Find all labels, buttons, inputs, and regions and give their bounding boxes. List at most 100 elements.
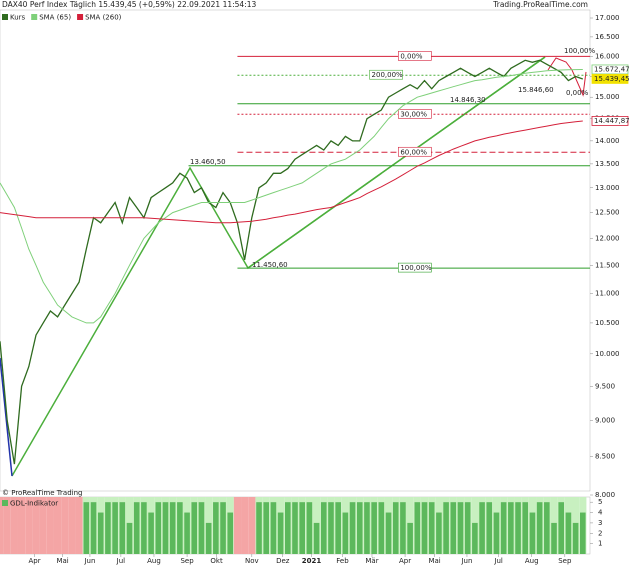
x-tick-label: Jul — [493, 557, 503, 565]
indicator-bar — [385, 512, 392, 554]
x-tick-label: Aug — [525, 557, 539, 565]
x-tick-label: Sep — [558, 557, 572, 565]
indicator-bar — [191, 502, 198, 554]
level-label-box — [398, 146, 432, 157]
y-tick-label: 16.500 — [595, 33, 620, 41]
signal-zone — [46, 497, 54, 554]
indicator-bar — [515, 502, 521, 554]
chart-title: DAX40 Perf Index Täglich 15.439,45 (+0,5… — [2, 0, 256, 9]
y-tick-label: 11.000 — [595, 289, 620, 297]
indicator-bar — [572, 522, 579, 554]
y-tick-label: 10.000 — [595, 350, 620, 358]
indicator-bar — [148, 512, 154, 554]
indicator-bar — [414, 502, 421, 554]
indicator-bar — [457, 502, 464, 554]
series-line — [0, 59, 584, 465]
level-label-box — [398, 109, 432, 119]
annotation: 0,00% — [566, 89, 589, 97]
signal-zone — [0, 497, 4, 554]
indicator-bar — [112, 502, 118, 554]
indicator-bar — [162, 502, 169, 554]
indicator-bar — [378, 502, 385, 554]
legend-swatch — [2, 14, 8, 20]
legend-label: Kurs — [10, 14, 26, 22]
annotation: 14.846,30 — [450, 96, 486, 104]
indicator-bar — [177, 502, 183, 554]
indicator-bar — [155, 502, 162, 554]
signal-zone — [75, 497, 83, 554]
y-tick-label: 12.500 — [595, 209, 620, 217]
indicator-bar — [565, 512, 572, 554]
annotation: 15.846,60 — [518, 86, 554, 94]
level-label: 0,00% — [400, 52, 423, 60]
indicator-bar — [126, 522, 133, 554]
y-tick-label: 16.000 — [595, 52, 620, 60]
indicator-bar — [349, 502, 356, 554]
series-line — [0, 120, 583, 224]
last-value-box — [591, 116, 629, 126]
series-line — [0, 69, 583, 324]
trendline — [247, 56, 546, 269]
annotation: 11.450,60 — [252, 261, 288, 269]
indicator-tick-label: 2 — [598, 529, 602, 537]
indicator-bar — [227, 512, 234, 554]
indicator-bar — [522, 502, 529, 554]
x-tick-label: Aug — [147, 557, 161, 565]
indicator-tick-label: 5 — [598, 498, 602, 506]
indicator-bar — [558, 502, 565, 554]
signal-zone — [10, 497, 18, 554]
level-label: 100,00% — [400, 264, 431, 272]
legend-swatch — [77, 14, 84, 20]
plot-frame — [0, 9, 591, 492]
x-tick-label: Mär — [365, 557, 378, 565]
last-value-label: 15.439,45 — [594, 75, 629, 83]
indicator-bar — [551, 522, 557, 554]
x-tick-label: 2021 — [302, 557, 322, 565]
indicator-bar — [342, 512, 349, 554]
indicator-bar — [464, 502, 471, 554]
indicator-bar — [313, 522, 320, 554]
x-tick-label: Jun — [83, 557, 95, 565]
indicator-bar — [133, 502, 140, 554]
indicator-bar — [500, 502, 507, 554]
x-tick-label: Mai — [56, 557, 68, 565]
indicator-bar — [299, 502, 305, 554]
y-tick-label: 12.000 — [595, 234, 620, 242]
indicator-bar — [328, 502, 334, 554]
y-tick-label: 10.500 — [595, 319, 620, 327]
y-tick-label: 8.500 — [595, 453, 615, 461]
indicator-bar — [493, 512, 500, 554]
indicator-bar — [198, 502, 205, 554]
indicator-bar — [472, 522, 478, 554]
source: Trading.ProRealTime.com — [492, 0, 588, 9]
indicator-bar — [306, 502, 313, 554]
indicator-name: GDL-Indikator — [10, 500, 58, 508]
signal-zone — [3, 497, 11, 554]
x-tick-label: Okt — [210, 557, 223, 565]
indicator-bar — [213, 502, 219, 554]
level-label: 60,00% — [400, 148, 427, 156]
level-label: 30,00% — [400, 110, 427, 118]
indicator-bar — [169, 502, 176, 554]
indicator-bar — [335, 502, 341, 554]
x-tick-label: Apr — [28, 557, 40, 565]
y-tick-label: 17.000 — [595, 14, 620, 22]
y-tick-label: 11.500 — [595, 261, 620, 269]
x-tick-label: Jun — [460, 557, 472, 565]
x-tick-label: Mai — [428, 557, 440, 565]
indicator-bar — [479, 502, 485, 554]
indicator-bar — [277, 512, 284, 554]
copyright: © ProRealTime Trading — [2, 489, 82, 497]
y-tick-label: 15.000 — [595, 93, 620, 101]
indicator-tick-label: 3 — [598, 519, 602, 527]
indicator-bar — [580, 512, 586, 554]
last-value-box — [591, 74, 629, 84]
indicator-bar — [443, 502, 449, 554]
legend-label: SMA (65) — [39, 14, 71, 22]
indicator-bar — [421, 502, 428, 554]
indicator-bar — [97, 512, 104, 554]
signal-zone — [68, 497, 76, 554]
level-label-box — [398, 262, 432, 273]
signal-zone — [241, 497, 249, 554]
level-label-box — [369, 69, 403, 80]
